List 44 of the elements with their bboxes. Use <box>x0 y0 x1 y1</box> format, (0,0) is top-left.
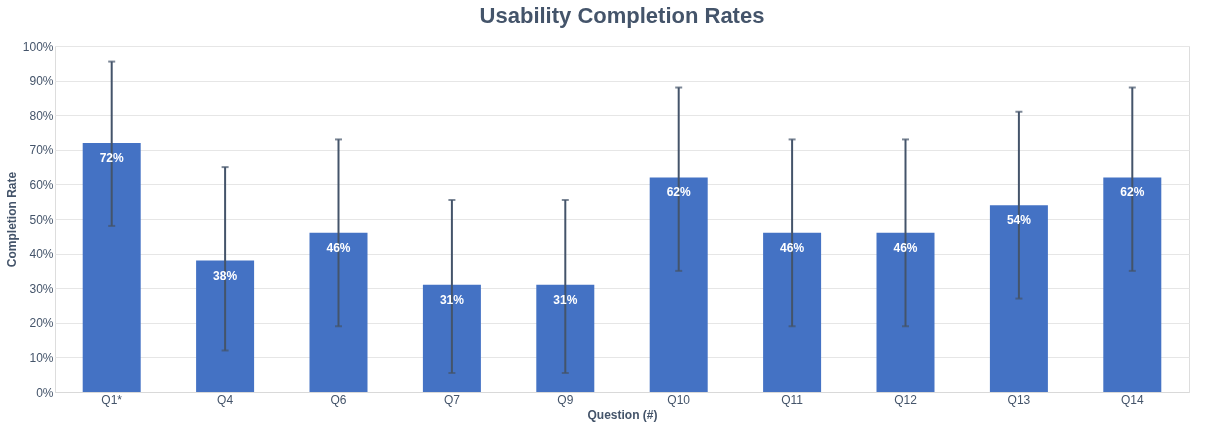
x-tick-label: Q11 <box>781 392 804 407</box>
x-tick-label: Q1* <box>101 392 123 407</box>
bar <box>309 232 368 392</box>
x-axis-title: Question (#) <box>587 407 658 422</box>
y-tick-label: 0% <box>36 385 54 400</box>
bar <box>876 232 935 392</box>
y-tick-label: 10% <box>29 350 54 365</box>
data-label: 62% <box>1120 185 1145 200</box>
data-label: 46% <box>893 240 918 255</box>
x-tick-label: Q12 <box>894 392 918 407</box>
chart-title: Usability Completion Rates <box>479 3 765 28</box>
y-tick-label: 20% <box>29 316 54 331</box>
y-axis-title: Completion Rate <box>4 171 19 268</box>
data-label: 31% <box>439 292 465 307</box>
bar <box>1103 177 1162 392</box>
bar <box>763 232 822 392</box>
data-label: 46% <box>326 240 351 255</box>
x-tick-label: Q9 <box>557 392 574 407</box>
bar <box>82 142 141 392</box>
y-tick-label: 40% <box>29 247 54 262</box>
data-label: 54% <box>1006 213 1032 228</box>
x-tick-label: Q4 <box>217 392 234 407</box>
data-label: 46% <box>780 240 805 255</box>
y-tick-label: 60% <box>29 177 54 192</box>
y-tick-label: 80% <box>29 108 54 123</box>
data-label: 38% <box>213 268 238 283</box>
bar <box>649 177 708 392</box>
x-tick-label: Q13 <box>1007 392 1031 407</box>
bar <box>989 205 1048 392</box>
data-label: 31% <box>553 292 578 307</box>
y-tick-label: 70% <box>29 143 54 158</box>
bar <box>536 284 595 392</box>
data-label: 72% <box>99 150 125 165</box>
x-tick-label: Q14 <box>1120 392 1144 407</box>
y-tick-label: 50% <box>29 212 54 227</box>
bar <box>196 260 255 392</box>
data-label: 62% <box>666 185 692 200</box>
bar <box>422 284 481 392</box>
y-tick-label: 100% <box>22 39 54 54</box>
x-tick-label: Q6 <box>330 392 347 407</box>
x-tick-label: Q7 <box>443 392 461 407</box>
y-tick-label: 90% <box>29 74 54 89</box>
x-tick-label: Q10 <box>667 392 691 407</box>
y-tick-label: 30% <box>29 281 54 296</box>
